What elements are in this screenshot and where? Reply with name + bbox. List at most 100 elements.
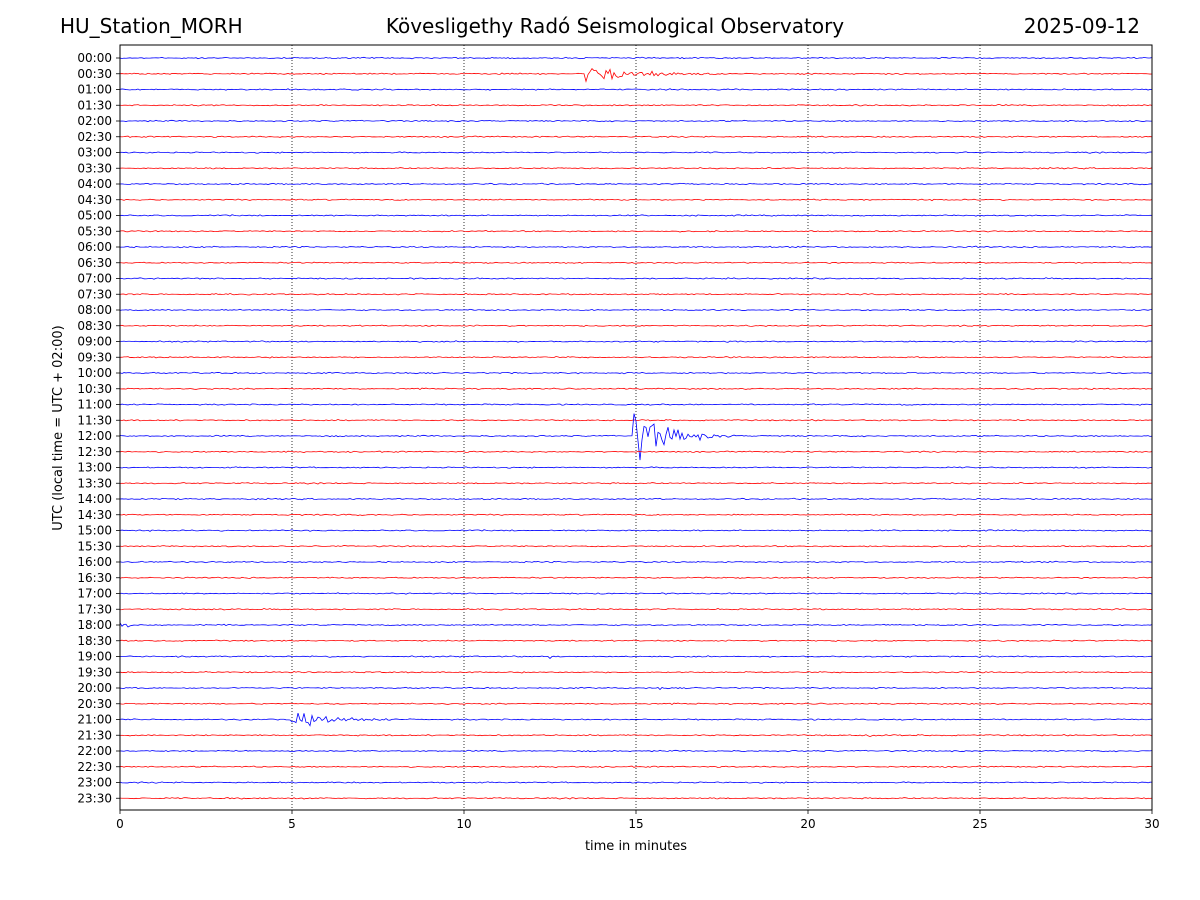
row-label-1700: 17:00 <box>77 587 112 601</box>
row-label-1200: 12:00 <box>77 429 112 443</box>
row-label-2130: 21:30 <box>77 728 112 742</box>
x-tick-label-20: 20 <box>800 817 815 831</box>
trace-row-0500 <box>119 214 1153 217</box>
trace-row-2030 <box>119 702 1153 706</box>
trace-row-2330 <box>119 797 1153 800</box>
row-label-0600: 06:00 <box>77 240 112 254</box>
trace-row-1500 <box>119 529 1153 532</box>
row-label-1430: 14:30 <box>77 508 112 522</box>
trace-row-1800 <box>119 622 1153 628</box>
y-axis-label: UTC (local time = UTC + 02:00) <box>51 325 66 530</box>
x-tick-label-25: 25 <box>972 817 987 831</box>
row-label-1630: 16:30 <box>77 571 112 585</box>
row-label-1900: 19:00 <box>77 650 112 664</box>
row-label-0730: 07:30 <box>77 287 112 301</box>
trace-row-0530 <box>119 230 1153 233</box>
trace-row-1400 <box>119 497 1153 501</box>
row-label-2100: 21:00 <box>77 713 112 727</box>
row-label-1100: 11:00 <box>77 398 112 412</box>
row-label-2200: 22:00 <box>77 744 112 758</box>
row-label-1400: 14:00 <box>77 492 112 506</box>
row-label-2330: 23:30 <box>77 791 112 805</box>
x-tick-label-5: 5 <box>288 817 296 831</box>
row-label-0200: 02:00 <box>77 114 112 128</box>
row-label-0100: 01:00 <box>77 83 112 97</box>
record-date: 2025-09-12 <box>1023 14 1140 38</box>
row-label-0000: 00:00 <box>77 51 112 65</box>
row-label-0900: 09:00 <box>77 335 112 349</box>
trace-row-0830 <box>119 324 1153 327</box>
trace-row-0230 <box>119 135 1153 138</box>
row-label-0430: 04:30 <box>77 193 112 207</box>
trace-row-1030 <box>119 387 1153 391</box>
trace-row-0100 <box>119 88 1153 91</box>
observatory-title: Kövesligethy Radó Seismological Observat… <box>385 14 845 38</box>
row-label-0400: 04:00 <box>77 177 112 191</box>
x-tick-label-30: 30 <box>1144 817 1159 831</box>
trace-row-2130 <box>119 734 1153 738</box>
trace-rows <box>119 56 1153 800</box>
trace-row-1930 <box>119 671 1153 674</box>
trace-row-1300 <box>119 466 1153 469</box>
row-label-1000: 10:00 <box>77 366 112 380</box>
row-label-0700: 07:00 <box>77 272 112 286</box>
trace-row-1830 <box>119 639 1153 642</box>
trace-row-2300 <box>119 781 1153 784</box>
x-tick-label-0: 0 <box>116 817 124 831</box>
trace-row-1700 <box>119 592 1153 595</box>
row-label-1800: 18:00 <box>77 618 112 632</box>
trace-row-0630 <box>119 261 1153 264</box>
trace-row-0430 <box>119 198 1153 202</box>
row-label-1530: 15:30 <box>77 539 112 553</box>
row-label-0630: 06:30 <box>77 256 112 270</box>
row-label-0330: 03:30 <box>77 161 112 175</box>
row-label-2230: 22:30 <box>77 760 112 774</box>
row-label-1030: 10:30 <box>77 382 112 396</box>
trace-row-1200 <box>119 413 1153 461</box>
trace-row-0930 <box>119 356 1153 359</box>
trace-row-0900 <box>119 340 1153 343</box>
row-label-0230: 02:30 <box>77 130 112 144</box>
row-label-1130: 11:30 <box>77 413 112 427</box>
x-axis-label: time in minutes <box>585 839 687 854</box>
x-axis-ticks: 0 5 10 15 20 25 30 <box>116 810 1160 831</box>
trace-row-1000 <box>119 371 1153 375</box>
row-label-0030: 00:30 <box>77 67 112 81</box>
row-label-1500: 15:00 <box>77 524 112 538</box>
trace-row-1630 <box>119 576 1153 579</box>
trace-row-1730 <box>119 607 1153 611</box>
trace-row-0030 <box>119 68 1153 83</box>
row-label-0530: 05:30 <box>77 224 112 238</box>
row-label-2000: 20:00 <box>77 681 112 695</box>
row-label-0300: 03:00 <box>77 146 112 160</box>
trace-row-0400 <box>119 182 1152 186</box>
trace-row-2200 <box>119 749 1153 753</box>
x-tick-label-15: 15 <box>628 817 643 831</box>
row-label-1930: 19:30 <box>77 665 112 679</box>
gridlines <box>291 45 981 810</box>
trace-row-1530 <box>119 545 1153 548</box>
row-label-2300: 23:00 <box>77 776 112 790</box>
trace-row-0000 <box>119 56 1153 60</box>
row-label-0800: 08:00 <box>77 303 112 317</box>
trace-row-0330 <box>119 167 1153 170</box>
trace-row-1230 <box>119 450 1153 453</box>
trace-row-1100 <box>119 403 1153 406</box>
trace-row-1430 <box>119 513 1153 516</box>
trace-row-0130 <box>119 104 1153 107</box>
row-label-0930: 09:30 <box>77 350 112 364</box>
row-label-1330: 13:30 <box>77 476 112 490</box>
trace-row-2000 <box>119 686 1153 691</box>
row-label-0130: 01:30 <box>77 98 112 112</box>
row-label-1830: 18:30 <box>77 634 112 648</box>
trace-row-0300 <box>119 151 1153 154</box>
row-label-1230: 12:30 <box>77 445 112 459</box>
plot-frame <box>119 44 1153 811</box>
trace-row-0600 <box>119 245 1153 249</box>
trace-row-0800 <box>119 308 1153 312</box>
trace-row-1900 <box>119 655 1153 660</box>
row-label-1600: 16:00 <box>77 555 112 569</box>
trace-row-1330 <box>119 482 1153 485</box>
